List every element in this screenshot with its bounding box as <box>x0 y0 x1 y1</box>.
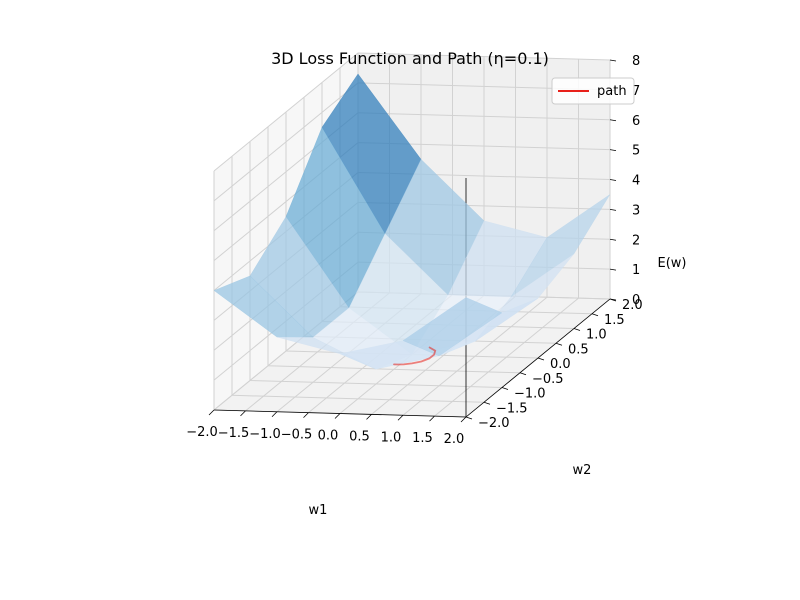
x-tick-label: 1.0 <box>381 430 402 445</box>
grid-line-w2 <box>285 112 539 359</box>
x-tick-mark <box>208 409 215 416</box>
z-tick-label: 6 <box>632 114 640 129</box>
z-tick-mark <box>609 298 617 301</box>
z-tick-label: 1 <box>632 263 640 278</box>
y-tick-label: 0.5 <box>568 342 589 357</box>
y-tick-mark <box>465 416 473 420</box>
z-tick-mark <box>609 179 617 181</box>
x-tick-mark <box>366 414 372 420</box>
y-tick-label: 1.0 <box>586 328 607 343</box>
x-tick-mark <box>397 414 404 421</box>
x-tick-label: −1.0 <box>249 427 281 442</box>
x-tick-label: 1.5 <box>412 431 433 446</box>
loss-surface <box>213 73 611 370</box>
legend-box <box>551 77 635 105</box>
y-tick-label: −2.0 <box>478 416 510 431</box>
z-axis-label: E(w) <box>658 256 687 271</box>
z-tick-mark <box>609 59 617 62</box>
surface-patch <box>402 297 503 357</box>
z-tick-mark <box>609 208 617 211</box>
z-tick-label: 5 <box>632 144 640 159</box>
x-tick-label: 0.0 <box>318 429 339 444</box>
x-tick-mark <box>334 413 341 419</box>
y-tick-label: −1.0 <box>514 387 546 402</box>
x-tick-mark <box>460 416 467 423</box>
y-tick-mark <box>555 342 563 346</box>
tick-marks: −2.0 −1.5 −1.0 −0.5 0.0 0.5 1.0 1.5 2.0−2.0−1.5−… <box>186 54 642 447</box>
z-tick-label: 8 <box>632 54 640 69</box>
z-tick-mark <box>609 268 617 271</box>
y-axis-label: w2 <box>573 463 592 478</box>
y-tick-label: 2.0 <box>622 298 643 313</box>
grid-line-z <box>213 52 611 172</box>
z-tick-label: 7 <box>632 84 640 99</box>
x-tick-label: 0.5 <box>349 429 370 444</box>
y-tick-label: 0.0 <box>550 357 571 372</box>
legend-label-path: path <box>597 84 627 99</box>
z-tick-label: 4 <box>632 174 640 189</box>
y-tick-label: −0.5 <box>532 372 564 387</box>
z-tick-mark <box>609 238 617 241</box>
y-tick-mark <box>591 313 599 317</box>
y-tick-mark <box>501 387 509 390</box>
y-tick-label: 1.5 <box>604 313 625 328</box>
path-line <box>393 346 437 366</box>
x-tick-mark <box>271 411 278 418</box>
z-tick-label: 0 <box>632 293 640 308</box>
x-tick-label: −2.0 <box>186 425 218 440</box>
x-tick-mark <box>429 415 435 422</box>
z-tick-mark <box>609 149 617 152</box>
x-tick-label: −0.5 <box>281 428 313 443</box>
legend: path <box>551 77 635 105</box>
x-tick-mark <box>240 410 246 417</box>
y-tick-mark <box>483 401 491 405</box>
chart-title: 3D Loss Function and Path (η=0.1) <box>271 49 549 68</box>
y-tick-mark <box>573 328 581 331</box>
y-tick-mark <box>519 372 527 376</box>
y-tick-mark <box>537 357 545 361</box>
z-tick-mark <box>609 119 617 122</box>
x-tick-label: −1.5 <box>218 426 250 441</box>
x-tick-label: 2.0 <box>444 432 465 447</box>
grid-line-w2 <box>231 156 485 403</box>
path-series <box>393 346 437 366</box>
x-tick-mark <box>303 412 309 418</box>
z-tick-label: 3 <box>632 203 640 218</box>
grid-line-w2 <box>249 141 503 388</box>
y-tick-label: −1.5 <box>496 401 528 416</box>
z-tick-label: 2 <box>632 233 640 248</box>
grid-line-w2 <box>267 126 521 374</box>
x-axis-label: w1 <box>309 503 328 518</box>
